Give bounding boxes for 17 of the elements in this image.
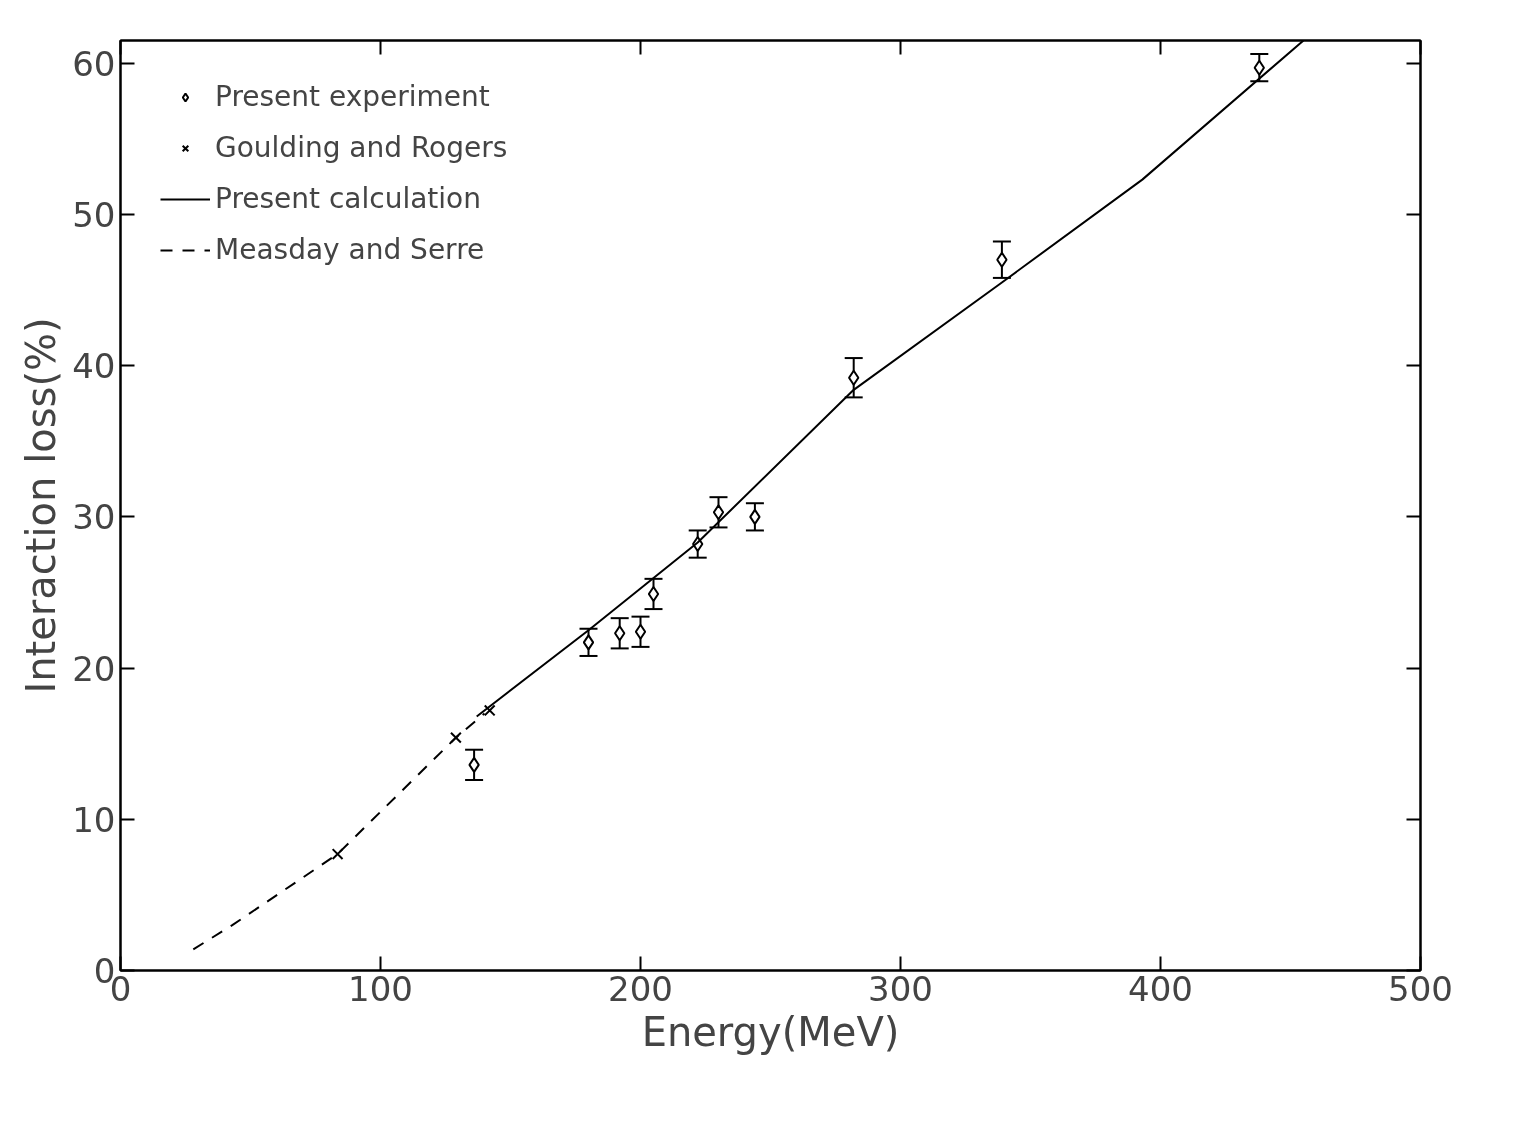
y-tick-label: 40	[72, 346, 116, 387]
y-tick-label: 50	[72, 194, 116, 235]
legend-label: Present experiment	[215, 80, 490, 113]
legend-label: Present calculation	[215, 182, 481, 215]
y-tick-label: 10	[72, 799, 116, 840]
y-axis-title: Interaction loss(%)	[18, 317, 65, 694]
legend-label: Measday and Serre	[215, 233, 485, 266]
y-tick-label: 60	[72, 43, 116, 84]
x-tick-label: 400	[1128, 968, 1193, 1009]
x-tick-label: 100	[348, 968, 413, 1009]
x-tick-label: 200	[608, 968, 673, 1009]
y-tick-label: 30	[72, 497, 116, 538]
legend-label: Goulding and Rogers	[215, 131, 508, 164]
y-tick-label: 20	[72, 648, 116, 689]
x-tick-label: 300	[868, 968, 933, 1009]
x-tick-label: 500	[1388, 968, 1453, 1009]
x-axis-title: Energy(MeV)	[641, 1008, 900, 1055]
